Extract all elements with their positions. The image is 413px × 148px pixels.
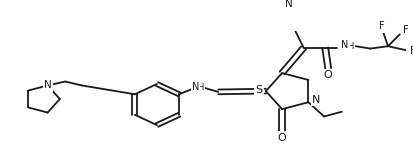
Text: N: N xyxy=(340,40,348,50)
Text: S: S xyxy=(255,85,262,95)
Text: F: F xyxy=(409,46,413,56)
Text: O: O xyxy=(323,70,332,80)
Text: N: N xyxy=(44,81,51,90)
Text: O: O xyxy=(277,133,286,143)
Text: H: H xyxy=(347,42,353,51)
Text: N: N xyxy=(311,95,320,105)
Text: N: N xyxy=(285,0,292,9)
Text: N: N xyxy=(192,82,199,92)
Text: H: H xyxy=(197,83,203,92)
Text: F: F xyxy=(378,21,384,31)
Text: F: F xyxy=(402,25,408,35)
